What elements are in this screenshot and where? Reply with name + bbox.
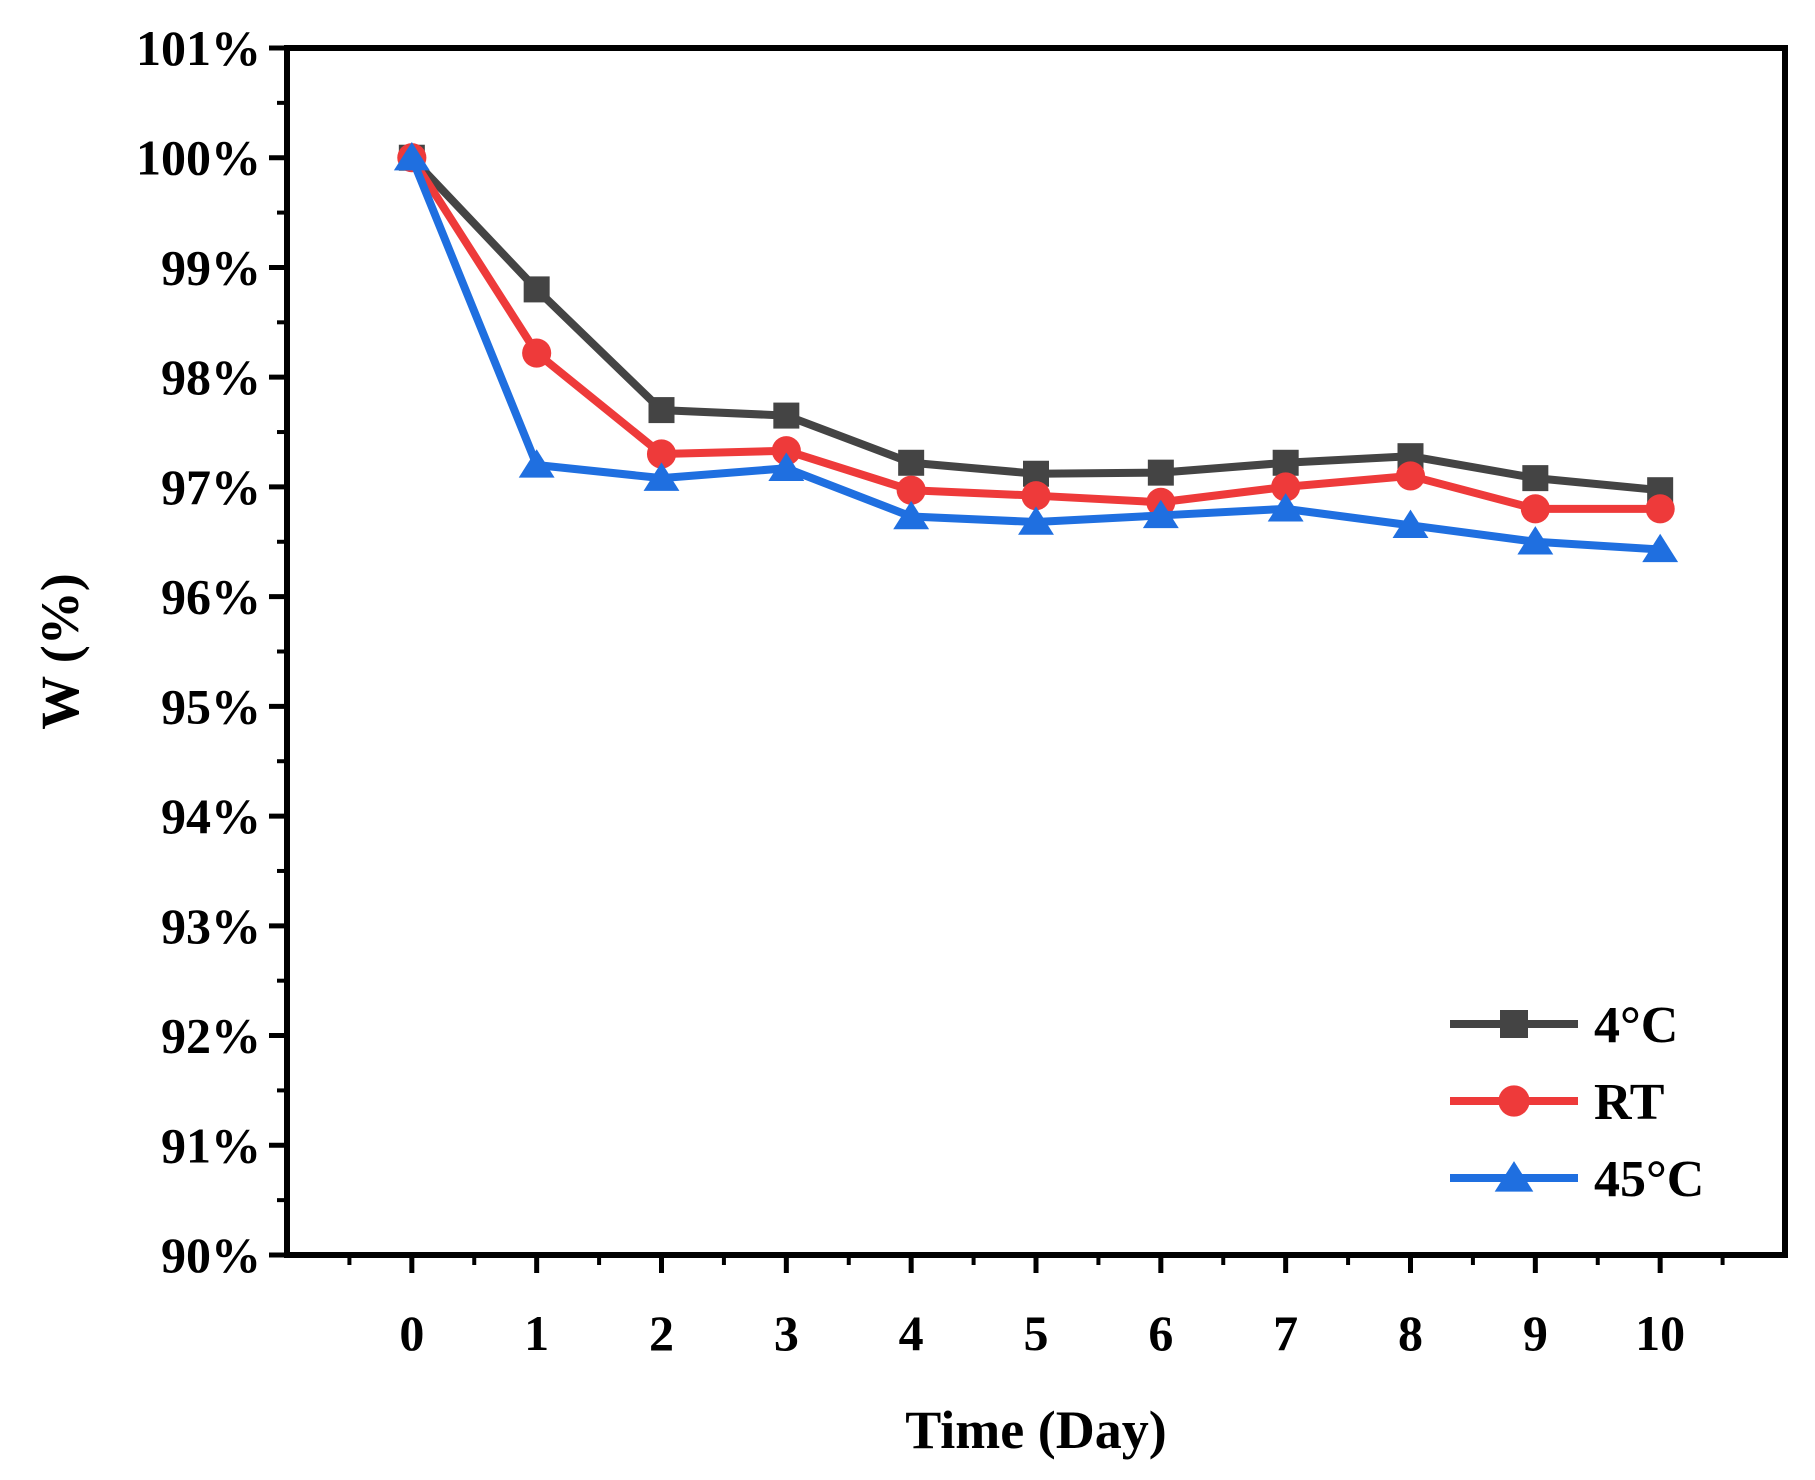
y-tick-label: 95% (161, 678, 261, 734)
y-tick-label: 101% (136, 20, 261, 76)
data-point (768, 452, 805, 481)
y-tick-label: 97% (161, 459, 261, 515)
data-point (773, 402, 800, 429)
x-tick-label: 7 (1273, 1305, 1298, 1361)
y-tick-label: 96% (161, 569, 261, 625)
x-tick-label: 0 (399, 1305, 424, 1361)
data-point (1642, 533, 1679, 563)
x-tick-label: 10 (1635, 1305, 1685, 1361)
legend-marker (1498, 1085, 1530, 1117)
data-point (643, 462, 680, 491)
series-group (393, 142, 1679, 563)
data-point (1272, 449, 1299, 476)
data-point (1271, 472, 1301, 502)
x-axis: 0 1 2 3 4 5 6 7 8 9 10 (347, 1255, 1725, 1361)
data-point (771, 436, 801, 466)
data-point (1267, 493, 1304, 522)
data-point (1395, 461, 1426, 491)
y-tick-label: 90% (161, 1227, 261, 1283)
plot-frame (284, 45, 1788, 1258)
y-axis-title: W (%) (30, 573, 90, 730)
y-tick-label: 98% (161, 349, 261, 405)
data-point (1018, 506, 1054, 535)
legend-marker (1500, 1010, 1528, 1038)
data-point (646, 439, 677, 469)
series-line (408, 155, 1661, 513)
x-tick-label: 4 (899, 1305, 924, 1361)
legend-marker (1494, 1161, 1534, 1192)
legend-entry: 45°C (1450, 1151, 1704, 1208)
x-tick-label: 5 (1024, 1305, 1049, 1361)
legend-label: 45°C (1594, 1151, 1704, 1208)
data-point (522, 338, 552, 368)
x-tick-label: 8 (1398, 1305, 1423, 1361)
x-tick-label: 2 (649, 1305, 674, 1361)
y-tick-label: 100% (136, 130, 261, 186)
data-point (393, 142, 430, 171)
y-tick-label: 91% (161, 1117, 261, 1173)
x-tick-label: 6 (1148, 1305, 1173, 1361)
data-point (518, 449, 555, 478)
legend-entry: RT (1450, 1074, 1664, 1131)
series-line (408, 154, 1661, 495)
data-point (1021, 481, 1051, 511)
legend: 4°C RT 45°C (1450, 997, 1704, 1208)
legend-label: 4°C (1594, 997, 1678, 1054)
x-tick-label: 1 (524, 1305, 549, 1361)
x-axis-title: Time (Day) (905, 1400, 1166, 1460)
data-point (648, 397, 675, 424)
data-point (1522, 465, 1549, 492)
x-tick-label: 3 (774, 1305, 799, 1361)
data-point (1142, 499, 1179, 529)
legend-label: RT (1594, 1074, 1664, 1131)
y-tick-label: 99% (161, 239, 261, 295)
data-point (893, 500, 930, 530)
series-group (398, 144, 1674, 504)
legend-entry: 4°C (1450, 997, 1678, 1054)
x-tick-label: 9 (1523, 1305, 1548, 1361)
data-point (1147, 459, 1174, 486)
data-point (1392, 509, 1429, 539)
data-point (898, 449, 925, 476)
data-point (523, 276, 550, 303)
plot-series (393, 142, 1679, 563)
data-point (896, 475, 926, 505)
data-point (1645, 494, 1675, 524)
y-axis: 90% 91% 92% 93% 94% 95% 96% 97% 98% 99% 100% 101% (136, 20, 287, 1283)
y-tick-label: 94% (161, 788, 261, 844)
y-tick-label: 92% (161, 1008, 261, 1064)
y-tick-label: 93% (161, 898, 261, 954)
data-point (1517, 526, 1554, 555)
data-point (1520, 494, 1550, 524)
